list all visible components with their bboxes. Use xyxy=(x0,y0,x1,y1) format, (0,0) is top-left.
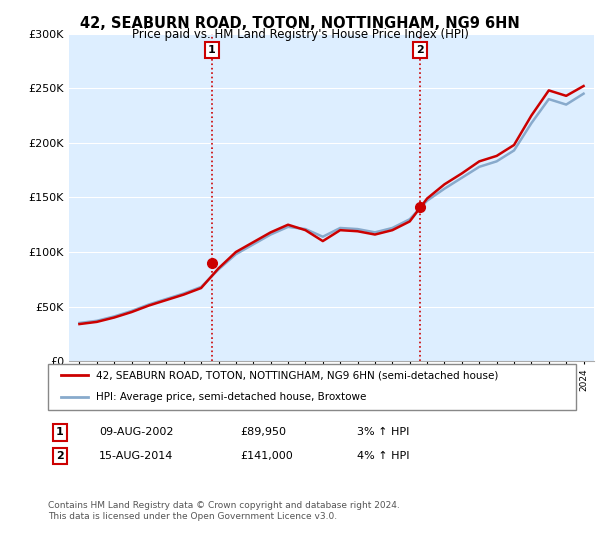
Text: £89,950: £89,950 xyxy=(240,427,286,437)
Text: 1: 1 xyxy=(56,427,64,437)
Text: 42, SEABURN ROAD, TOTON, NOTTINGHAM, NG9 6HN: 42, SEABURN ROAD, TOTON, NOTTINGHAM, NG9… xyxy=(80,16,520,31)
Text: 4% ↑ HPI: 4% ↑ HPI xyxy=(357,451,409,461)
Text: £141,000: £141,000 xyxy=(240,451,293,461)
Text: HPI: Average price, semi-detached house, Broxtowe: HPI: Average price, semi-detached house,… xyxy=(95,392,366,402)
Text: Contains HM Land Registry data © Crown copyright and database right 2024.
This d: Contains HM Land Registry data © Crown c… xyxy=(48,501,400,521)
Text: 09-AUG-2002: 09-AUG-2002 xyxy=(99,427,173,437)
Text: 1: 1 xyxy=(208,45,215,55)
Text: 3% ↑ HPI: 3% ↑ HPI xyxy=(357,427,409,437)
FancyBboxPatch shape xyxy=(48,364,576,410)
Text: 42, SEABURN ROAD, TOTON, NOTTINGHAM, NG9 6HN (semi-detached house): 42, SEABURN ROAD, TOTON, NOTTINGHAM, NG9… xyxy=(95,371,498,380)
Text: 15-AUG-2014: 15-AUG-2014 xyxy=(99,451,173,461)
Text: Price paid vs. HM Land Registry's House Price Index (HPI): Price paid vs. HM Land Registry's House … xyxy=(131,28,469,41)
Text: 2: 2 xyxy=(56,451,64,461)
Text: 2: 2 xyxy=(416,45,424,55)
